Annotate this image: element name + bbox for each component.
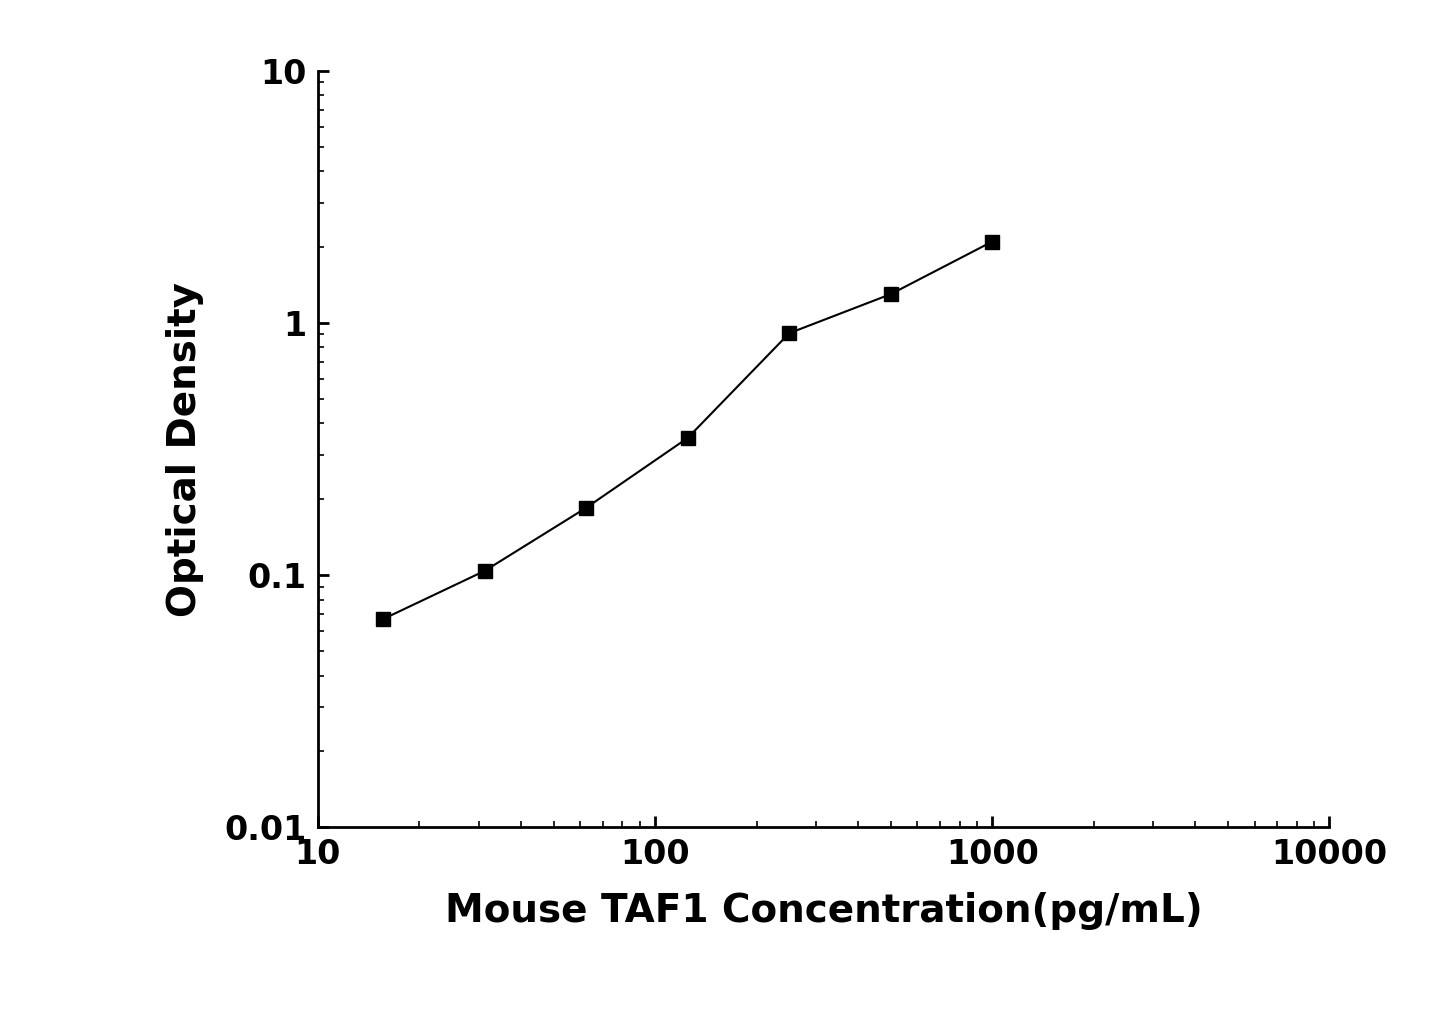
X-axis label: Mouse TAF1 Concentration(pg/mL): Mouse TAF1 Concentration(pg/mL) bbox=[445, 892, 1202, 930]
Y-axis label: Optical Density: Optical Density bbox=[166, 282, 204, 616]
